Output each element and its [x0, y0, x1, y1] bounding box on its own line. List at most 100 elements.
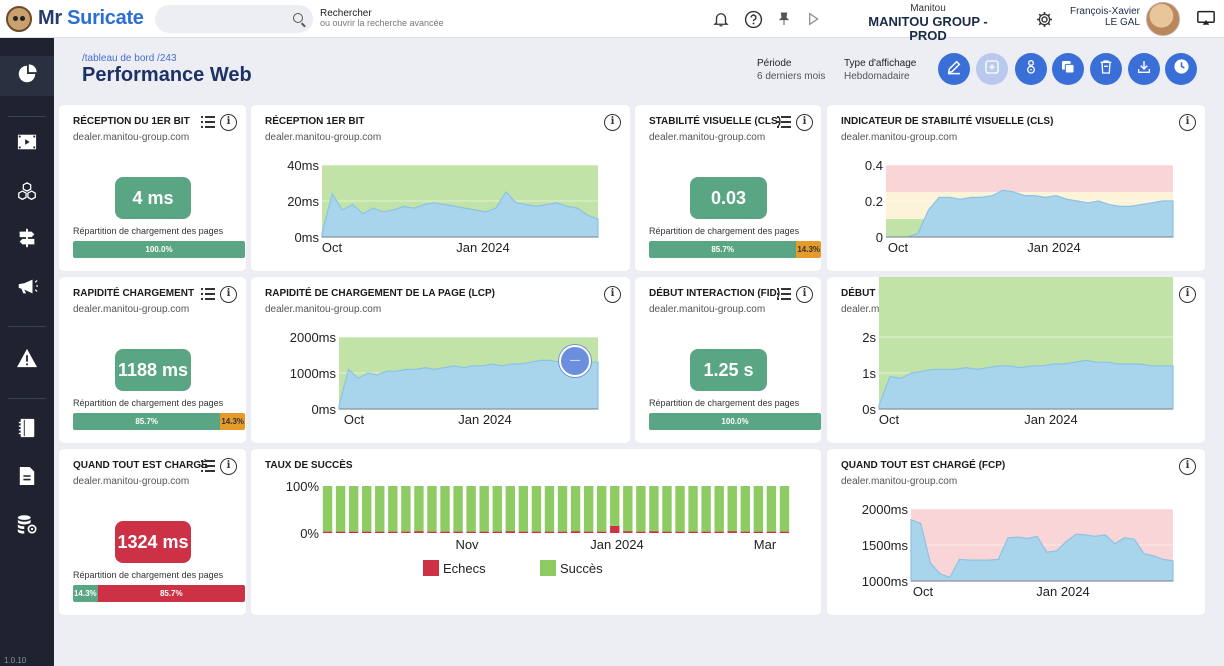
clock-icon — [1173, 58, 1190, 80]
download-button[interactable] — [1128, 53, 1160, 85]
breadcrumb[interactable]: /tableau de bord /243 — [82, 53, 177, 64]
distribution-label: Répartition de chargement des pages — [73, 226, 224, 236]
kpi-value: 1324 ms — [115, 521, 191, 563]
info-icon[interactable]: i — [796, 286, 813, 303]
sidebar-item-components[interactable] — [0, 174, 54, 214]
distribution-bar: 85.7% 14.3% — [73, 413, 245, 430]
bar-success — [466, 486, 476, 532]
info-icon[interactable]: i — [220, 458, 237, 475]
info-icon[interactable]: i — [1179, 114, 1196, 131]
kpi-value: 1.25 s — [690, 349, 767, 391]
y-tick-label: 1s — [862, 366, 876, 381]
info-icon[interactable]: i — [604, 286, 621, 303]
info-icon[interactable]: i — [796, 114, 813, 131]
series-area — [878, 359, 1174, 410]
pin-icon[interactable] — [774, 9, 794, 29]
bar-success — [453, 486, 463, 532]
bar-failure — [623, 531, 633, 533]
x-tick-label: Jan 2024 — [456, 240, 510, 255]
list-icon[interactable] — [777, 288, 791, 300]
info-icon[interactable]: i — [1179, 458, 1196, 475]
x-tick-label: Oct — [879, 412, 900, 427]
list-icon[interactable] — [201, 288, 215, 300]
bar-failure — [714, 531, 724, 533]
y-tick-label: 100% — [286, 479, 320, 494]
gear-icon[interactable] — [1034, 9, 1054, 29]
bar-success — [322, 486, 333, 532]
distribution-bar: 100.0% — [649, 413, 821, 430]
x-tick-label: Oct — [913, 584, 934, 599]
bell-icon[interactable] — [711, 9, 731, 29]
bar-failure — [388, 531, 398, 533]
avatar[interactable] — [1146, 2, 1180, 36]
period-selector[interactable]: Période 6 derniers mois — [757, 58, 826, 82]
pencil-icon — [946, 59, 962, 80]
bar-failure — [361, 531, 372, 533]
chart-card-ttfb: Réception 1er bit i dealer.manitou-group… — [251, 105, 630, 271]
distribution-label: Répartition de chargement des pages — [73, 398, 224, 408]
distribution-label: Répartition de chargement des pages — [649, 226, 800, 236]
series-area — [886, 189, 1174, 238]
series-area — [910, 518, 1174, 582]
sidebar-item-data-settings[interactable] — [0, 506, 54, 546]
search-icon[interactable] — [293, 12, 303, 23]
chart-card-lcp: Rapidité de chargement de la page (LCP) … — [251, 277, 630, 443]
bar-success — [753, 486, 764, 532]
info-icon[interactable]: i — [220, 114, 237, 131]
bar-failure — [610, 525, 620, 533]
app-logo[interactable]: Mr Suricate — [6, 5, 146, 32]
legend-swatch — [423, 560, 439, 576]
info-icon[interactable]: i — [220, 286, 237, 303]
add-widget-button[interactable] — [976, 53, 1008, 85]
list-icon[interactable] — [777, 116, 791, 128]
bar-failure — [544, 531, 555, 533]
y-tick-label: 1000ms — [862, 574, 909, 589]
signpost-icon — [16, 227, 38, 254]
bar-success — [375, 486, 385, 532]
card-title: Stabilité visuelle (CLS) — [649, 116, 782, 127]
list-icon[interactable] — [201, 460, 215, 472]
sidebar-item-reports[interactable] — [0, 458, 54, 498]
sidebar-item-routing[interactable] — [0, 220, 54, 260]
sidebar-item-videos[interactable] — [0, 124, 54, 164]
bar-failure — [453, 531, 463, 533]
chart-hover-handle[interactable]: — — [559, 345, 591, 377]
play-icon[interactable] — [803, 9, 823, 29]
distribution-segment: 14.3% — [220, 413, 245, 430]
organization-selector[interactable]: Manitou MANITOU GROUP - PROD — [868, 3, 988, 44]
app-version: 1.0.10 — [4, 656, 27, 665]
bar-success — [414, 486, 424, 532]
distribution-segment: 14.3% — [73, 585, 98, 602]
series-area — [321, 191, 599, 238]
chart-card-fcp: Quand tout est chargé (FCP) i dealer.man… — [827, 449, 1205, 615]
search-input[interactable] — [155, 4, 313, 33]
list-icon[interactable] — [201, 116, 215, 128]
bar-success — [479, 486, 489, 532]
info-icon[interactable]: i — [604, 114, 621, 131]
delete-button[interactable] — [1090, 53, 1122, 85]
bar-success — [583, 486, 594, 532]
display-type-selector[interactable]: Type d'affichage Hebdomadaire — [844, 58, 917, 82]
screen-cast-icon[interactable] — [1195, 9, 1217, 29]
help-icon[interactable] — [743, 9, 763, 29]
sidebar-item-campaigns[interactable] — [0, 268, 54, 308]
bar-failure — [557, 531, 568, 533]
duplicate-button[interactable] — [1052, 53, 1084, 85]
bar-success — [688, 486, 698, 532]
share-button[interactable] — [1015, 53, 1047, 85]
bar-success — [531, 486, 542, 532]
info-icon[interactable]: i — [1179, 286, 1196, 303]
kpi-card-ttfb: Réception du 1er bit i dealer.manitou-gr… — [59, 105, 246, 271]
x-tick-label: Oct — [888, 240, 909, 255]
refresh-schedule-button[interactable] — [1165, 53, 1197, 85]
distribution-segment: 85.7% — [649, 241, 797, 258]
chart-card-success-rate: Taux de succès 0% 100% Nov Jan 2024 Mar Echec… — [251, 449, 821, 615]
sidebar-item-notebook[interactable] — [0, 410, 54, 450]
edit-button[interactable] — [938, 53, 970, 85]
bar-success — [740, 486, 751, 532]
sidebar-item-alerts[interactable] — [0, 340, 54, 380]
user-name[interactable]: François-Xavier LE GAL — [1069, 6, 1140, 28]
sidebar-item-dashboard[interactable] — [0, 56, 54, 96]
search-hint[interactable]: Rechercher ou ouvrir la recherche avancée — [320, 7, 444, 29]
card-title: Taux de succès — [265, 460, 353, 471]
